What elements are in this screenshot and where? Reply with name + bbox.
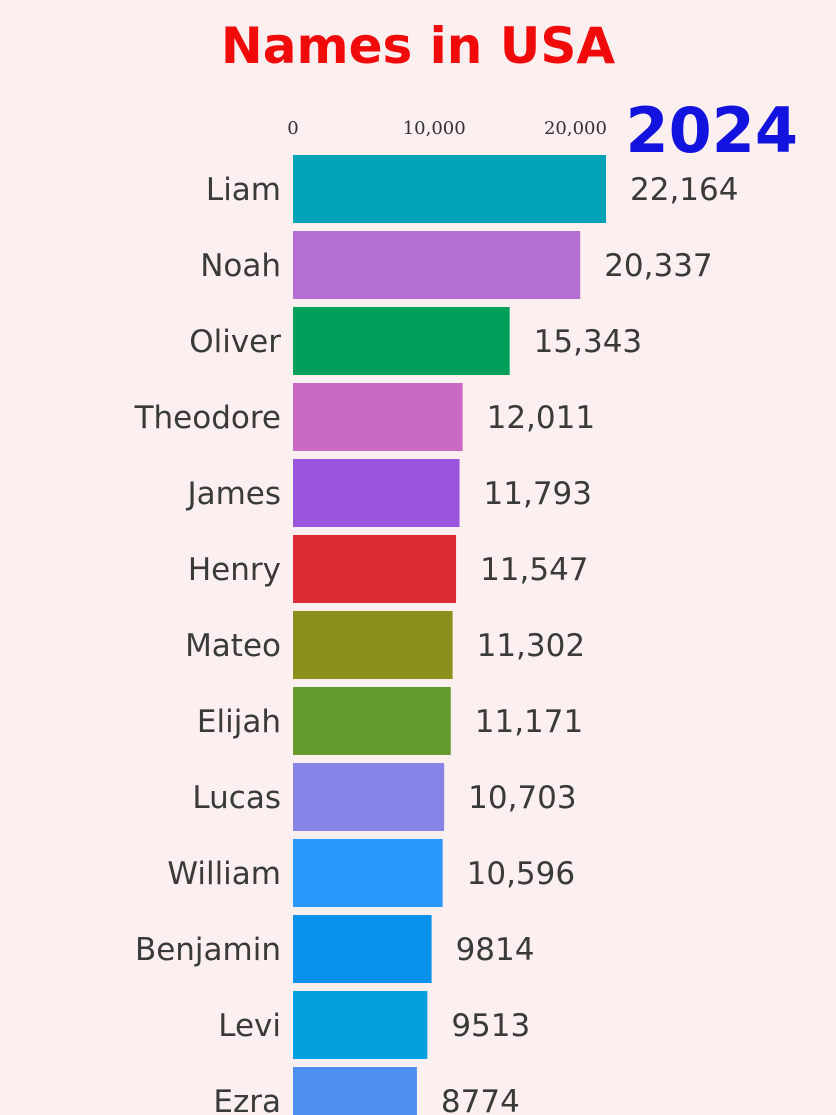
- value-label: 11,547: [480, 552, 588, 588]
- bar: [293, 383, 463, 451]
- category-label: Oliver: [189, 324, 281, 360]
- bar: [293, 915, 432, 983]
- value-label: 22,164: [630, 172, 738, 208]
- value-label: 11,793: [484, 476, 592, 512]
- chart-title: Names in USA: [220, 17, 616, 75]
- year-label: 2024: [625, 94, 798, 167]
- x-tick-label: 0: [287, 118, 298, 139]
- value-label: 9814: [456, 932, 535, 968]
- category-label: Benjamin: [135, 932, 281, 968]
- value-label: 20,337: [604, 248, 712, 284]
- bar: [293, 763, 445, 831]
- category-label: Noah: [200, 248, 281, 284]
- bar: [293, 231, 581, 299]
- category-label: William: [167, 856, 281, 892]
- value-label: 15,343: [534, 324, 642, 360]
- bar: [293, 991, 428, 1059]
- value-label: 11,171: [475, 704, 583, 740]
- category-label: Levi: [218, 1008, 281, 1044]
- bar: [293, 687, 451, 755]
- bar: [293, 307, 510, 375]
- category-label: Lucas: [192, 780, 281, 816]
- value-label: 10,703: [468, 780, 576, 816]
- category-label: James: [185, 476, 281, 512]
- value-label: 12,011: [487, 400, 595, 436]
- value-label: 10,596: [467, 856, 575, 892]
- x-tick-label: 10,000: [403, 118, 466, 139]
- x-tick-label: 20,000: [544, 118, 607, 139]
- bar: [293, 155, 606, 223]
- value-label: 11,302: [477, 628, 585, 664]
- value-label: 9513: [451, 1008, 530, 1044]
- category-label: Ezra: [213, 1084, 281, 1115]
- bar: [293, 611, 453, 679]
- category-label: Theodore: [134, 400, 281, 436]
- bar: [293, 839, 443, 907]
- value-label: 8774: [441, 1084, 520, 1115]
- category-label: Elijah: [197, 704, 281, 740]
- category-label: Liam: [206, 172, 281, 208]
- category-label: Henry: [188, 552, 281, 588]
- bar: [293, 535, 457, 603]
- category-label: Mateo: [185, 628, 281, 664]
- bar: [293, 459, 460, 527]
- bar: [293, 1067, 417, 1115]
